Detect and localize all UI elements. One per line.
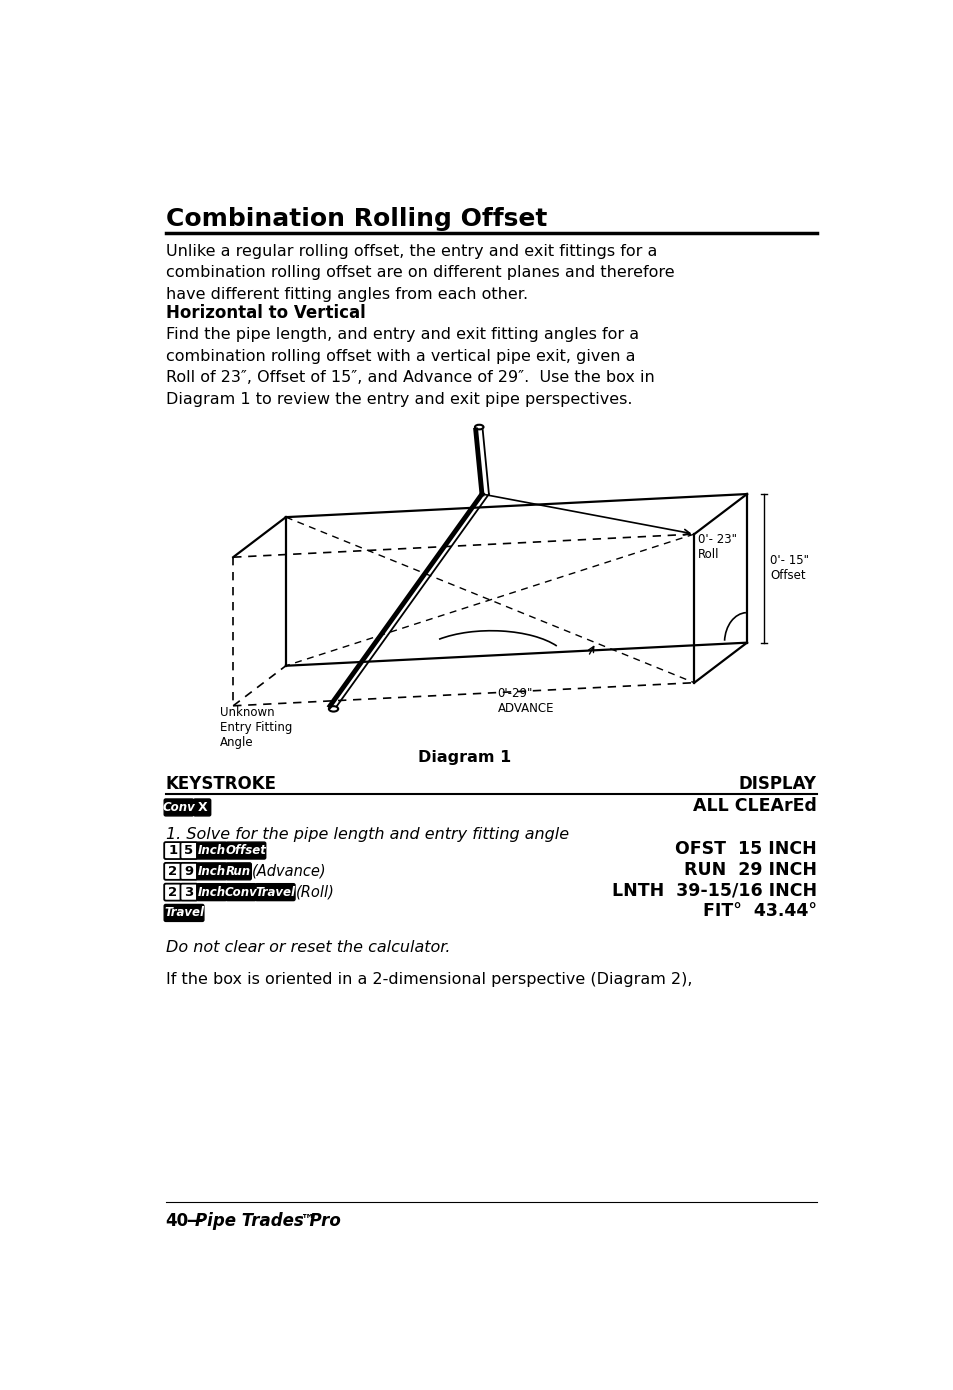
Text: 9: 9 bbox=[184, 865, 193, 878]
Text: 40: 40 bbox=[166, 1212, 189, 1230]
Text: If the box is oriented in a 2-dimensional perspective (Diagram 2),: If the box is oriented in a 2-dimensiona… bbox=[166, 972, 692, 987]
FancyBboxPatch shape bbox=[180, 842, 197, 859]
Text: 0'- 23"
Roll: 0'- 23" Roll bbox=[698, 532, 737, 560]
Text: X: X bbox=[197, 801, 207, 815]
Text: 0'-29"
ADVANCE: 0'-29" ADVANCE bbox=[497, 687, 554, 716]
Text: Unknown
Entry Fitting
Angle: Unknown Entry Fitting Angle bbox=[220, 706, 292, 749]
FancyBboxPatch shape bbox=[196, 842, 227, 859]
FancyBboxPatch shape bbox=[196, 884, 227, 901]
Text: 5: 5 bbox=[184, 844, 193, 858]
Text: OFST  15 INCH: OFST 15 INCH bbox=[675, 840, 816, 858]
Ellipse shape bbox=[329, 706, 337, 712]
Text: FIT°  43.44°: FIT° 43.44° bbox=[702, 902, 816, 920]
Text: 2: 2 bbox=[168, 885, 177, 899]
Text: Inch: Inch bbox=[197, 865, 226, 878]
FancyBboxPatch shape bbox=[164, 884, 181, 901]
Text: Combination Rolling Offset: Combination Rolling Offset bbox=[166, 207, 547, 231]
Text: ™: ™ bbox=[301, 1212, 314, 1226]
FancyBboxPatch shape bbox=[193, 799, 211, 816]
Text: 0'- 15"
Offset: 0'- 15" Offset bbox=[769, 555, 808, 582]
Text: Horizontal to Vertical: Horizontal to Vertical bbox=[166, 304, 365, 322]
FancyBboxPatch shape bbox=[226, 884, 255, 901]
Text: Offset: Offset bbox=[225, 844, 266, 858]
FancyBboxPatch shape bbox=[180, 884, 197, 901]
FancyBboxPatch shape bbox=[164, 905, 204, 922]
Text: Do not clear or reset the calculator.: Do not clear or reset the calculator. bbox=[166, 940, 450, 955]
FancyBboxPatch shape bbox=[164, 863, 181, 880]
Text: —: — bbox=[181, 1212, 209, 1230]
Text: 1. Solve for the pipe length and entry fitting angle: 1. Solve for the pipe length and entry f… bbox=[166, 827, 568, 842]
Text: Diagram 1: Diagram 1 bbox=[417, 751, 511, 766]
Text: Inch: Inch bbox=[197, 885, 226, 899]
FancyBboxPatch shape bbox=[164, 799, 193, 816]
Text: 2: 2 bbox=[168, 865, 177, 878]
Text: (Advance): (Advance) bbox=[252, 863, 326, 878]
Text: Conv: Conv bbox=[162, 801, 195, 815]
FancyBboxPatch shape bbox=[180, 863, 197, 880]
Text: (Roll): (Roll) bbox=[295, 884, 335, 899]
Text: DISPLAY: DISPLAY bbox=[738, 776, 816, 794]
Text: Pipe Trades Pro: Pipe Trades Pro bbox=[195, 1212, 340, 1230]
FancyBboxPatch shape bbox=[164, 842, 181, 859]
Text: Find the pipe length, and entry and exit fitting angles for a
combination rollin: Find the pipe length, and entry and exit… bbox=[166, 327, 654, 407]
Text: KEYSTROKE: KEYSTROKE bbox=[166, 776, 276, 794]
FancyBboxPatch shape bbox=[196, 863, 227, 880]
FancyBboxPatch shape bbox=[255, 884, 294, 901]
Text: LNTH  39-15/16 INCH: LNTH 39-15/16 INCH bbox=[611, 881, 816, 899]
Text: Conv: Conv bbox=[225, 885, 257, 899]
Text: ALL CLEArEd: ALL CLEArEd bbox=[692, 796, 816, 815]
Text: Travel: Travel bbox=[254, 885, 294, 899]
Text: RUN  29 INCH: RUN 29 INCH bbox=[683, 860, 816, 878]
FancyBboxPatch shape bbox=[226, 842, 266, 859]
Text: Inch: Inch bbox=[197, 844, 226, 858]
Text: 3: 3 bbox=[184, 885, 193, 899]
Text: Run: Run bbox=[226, 865, 251, 878]
Text: Unlike a regular rolling offset, the entry and exit fittings for a
combination r: Unlike a regular rolling offset, the ent… bbox=[166, 243, 674, 302]
Text: 1: 1 bbox=[168, 844, 177, 858]
FancyBboxPatch shape bbox=[226, 863, 251, 880]
Text: Travel: Travel bbox=[164, 906, 204, 919]
